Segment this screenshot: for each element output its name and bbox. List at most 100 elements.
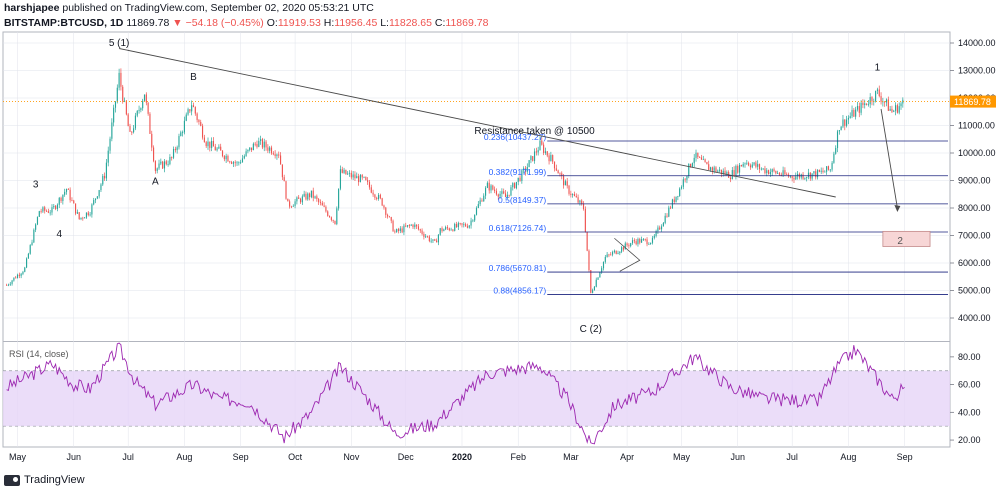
candle-body — [760, 168, 762, 170]
candle-body — [138, 109, 140, 111]
candle-body — [488, 182, 490, 191]
candle-body — [543, 144, 545, 153]
candle-body — [593, 286, 595, 291]
candle-body — [94, 198, 97, 201]
candle-body — [606, 254, 608, 257]
candle-body — [60, 197, 62, 201]
candle-body — [406, 225, 409, 227]
candle-body — [347, 173, 349, 175]
candle-body — [548, 155, 550, 162]
fib-level-label: 0.236(10437.27) — [484, 132, 547, 142]
candle-body — [163, 161, 166, 169]
candle-body — [16, 274, 19, 279]
candle-body — [330, 217, 332, 220]
candle-body — [182, 132, 184, 134]
candle-body — [833, 153, 835, 163]
candle-body — [688, 163, 690, 176]
time-tick-label: Jun — [66, 452, 81, 462]
candle-body — [599, 272, 601, 278]
candle-body — [668, 207, 670, 217]
candle-body — [777, 172, 779, 174]
candle-body — [299, 198, 302, 203]
candle-body — [577, 197, 579, 203]
candle-body — [749, 165, 752, 168]
candle-body — [738, 164, 741, 173]
candle-body — [684, 179, 686, 181]
candle-body — [624, 243, 626, 250]
candle-body — [650, 242, 652, 245]
time-tick-label: Aug — [840, 452, 856, 462]
candle-body — [13, 277, 15, 281]
candle-body — [223, 156, 225, 160]
candle-body — [417, 226, 420, 230]
candle-body — [553, 161, 556, 169]
candle-body — [221, 150, 224, 157]
price-tick-label: 11000.00 — [958, 121, 995, 131]
candle-body — [689, 163, 692, 167]
candle-body — [392, 220, 394, 232]
candle-body — [611, 252, 614, 255]
candle-body — [764, 168, 766, 174]
price-tick-label: 7000.00 — [958, 231, 991, 241]
fib-level-label: 0.88(4856.17) — [493, 285, 546, 295]
candle-body — [816, 169, 819, 178]
candle-body — [532, 156, 534, 161]
candle-body — [856, 106, 859, 110]
open-value: 11919.53 — [277, 17, 321, 29]
candle-body — [114, 101, 117, 108]
candle-body — [20, 273, 22, 276]
candle-body — [374, 194, 376, 198]
candle-body — [45, 210, 48, 212]
candle-body — [506, 194, 508, 197]
candle-body — [276, 154, 278, 156]
candle-body — [437, 234, 439, 243]
candle-body — [865, 103, 868, 105]
candle-body — [564, 181, 566, 186]
candle-body — [102, 175, 104, 185]
candle-body — [231, 162, 233, 164]
candle-body — [902, 99, 904, 104]
candle-body — [691, 163, 693, 167]
price-tick-label: 10000.00 — [958, 148, 996, 158]
candle-body — [356, 176, 358, 179]
down-arrow-icon: ▼ — [172, 17, 183, 29]
candle-body — [660, 226, 663, 230]
candle-body — [454, 224, 456, 231]
candle-body — [655, 231, 657, 236]
candle-body — [11, 280, 13, 284]
candle-body — [831, 162, 833, 170]
candle-body — [214, 146, 216, 151]
candle-body — [82, 217, 84, 219]
candle-body — [494, 189, 496, 192]
candle-body — [372, 192, 374, 195]
price-tick-label: 6000.00 — [958, 258, 991, 268]
candle-body — [735, 165, 737, 176]
candle-body — [352, 174, 354, 178]
candle-body — [559, 173, 561, 175]
candle-body — [541, 140, 543, 145]
triangle-pattern — [614, 237, 641, 272]
candle-body — [85, 212, 88, 218]
candle-body — [292, 205, 294, 207]
candle-body — [67, 189, 69, 190]
candle-body — [309, 193, 311, 198]
candle-body — [619, 251, 621, 254]
candle-body — [131, 131, 133, 133]
symbol-label: BITSTAMP:BTCUSD, 1D — [4, 17, 124, 29]
candle-body — [893, 110, 895, 112]
wave-annotation: Resistance taken @ 10500 — [474, 126, 595, 137]
candle-body — [530, 156, 532, 161]
candle-body — [858, 106, 860, 113]
candle-body — [9, 283, 11, 285]
candle-body — [524, 168, 527, 172]
candle-body — [301, 196, 303, 203]
candle-body — [628, 245, 630, 247]
time-tick-label: Sep — [897, 452, 913, 462]
candle-body — [572, 194, 574, 195]
candle-body — [285, 181, 287, 199]
candle-body — [895, 105, 897, 111]
candle-body — [622, 247, 625, 250]
candle-body — [69, 189, 71, 201]
candle-body — [176, 147, 178, 151]
